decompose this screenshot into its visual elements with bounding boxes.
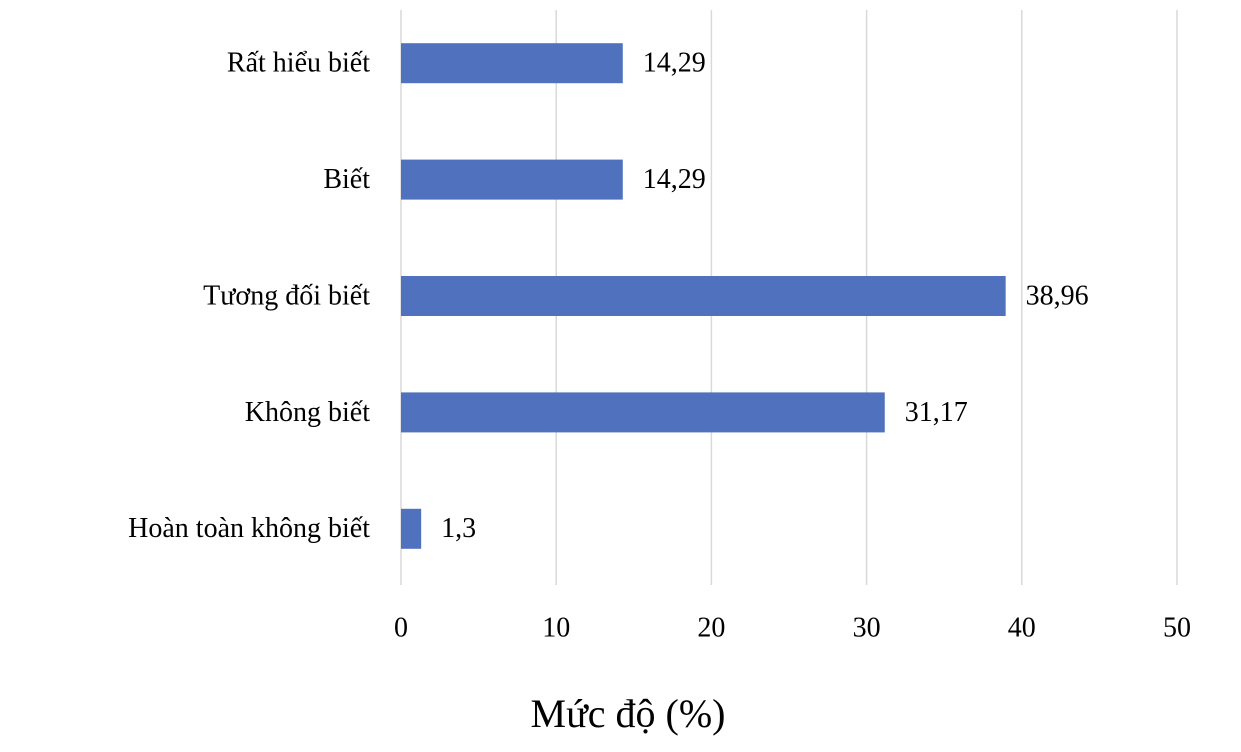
x-tick-label: 0 <box>394 612 408 643</box>
bar <box>401 392 885 433</box>
data-label: 1,3 <box>441 513 476 544</box>
data-label: 14,29 <box>643 48 706 79</box>
data-label: 14,29 <box>643 164 706 195</box>
x-tick-label: 50 <box>1163 612 1191 643</box>
bar <box>401 276 1006 316</box>
y-tick-label: Hoàn toàn không biết <box>128 513 370 544</box>
x-tick-label: 40 <box>1008 612 1036 643</box>
y-tick-label: Rất hiểu biết <box>227 48 370 79</box>
data-label: 38,96 <box>1026 280 1089 311</box>
x-tick-label: 10 <box>542 612 570 643</box>
y-tick-label: Tương đối biết <box>203 280 370 311</box>
x-tick-label: 30 <box>853 612 881 643</box>
y-tick-label: Không biết <box>245 397 370 428</box>
bar <box>401 508 422 549</box>
bar <box>401 43 623 84</box>
x-axis-title: Mức độ (%) <box>531 691 726 736</box>
data-label: 31,17 <box>905 397 968 428</box>
bar <box>401 159 623 200</box>
x-tick-label: 20 <box>697 612 725 643</box>
y-tick-label: Biết <box>323 164 370 195</box>
